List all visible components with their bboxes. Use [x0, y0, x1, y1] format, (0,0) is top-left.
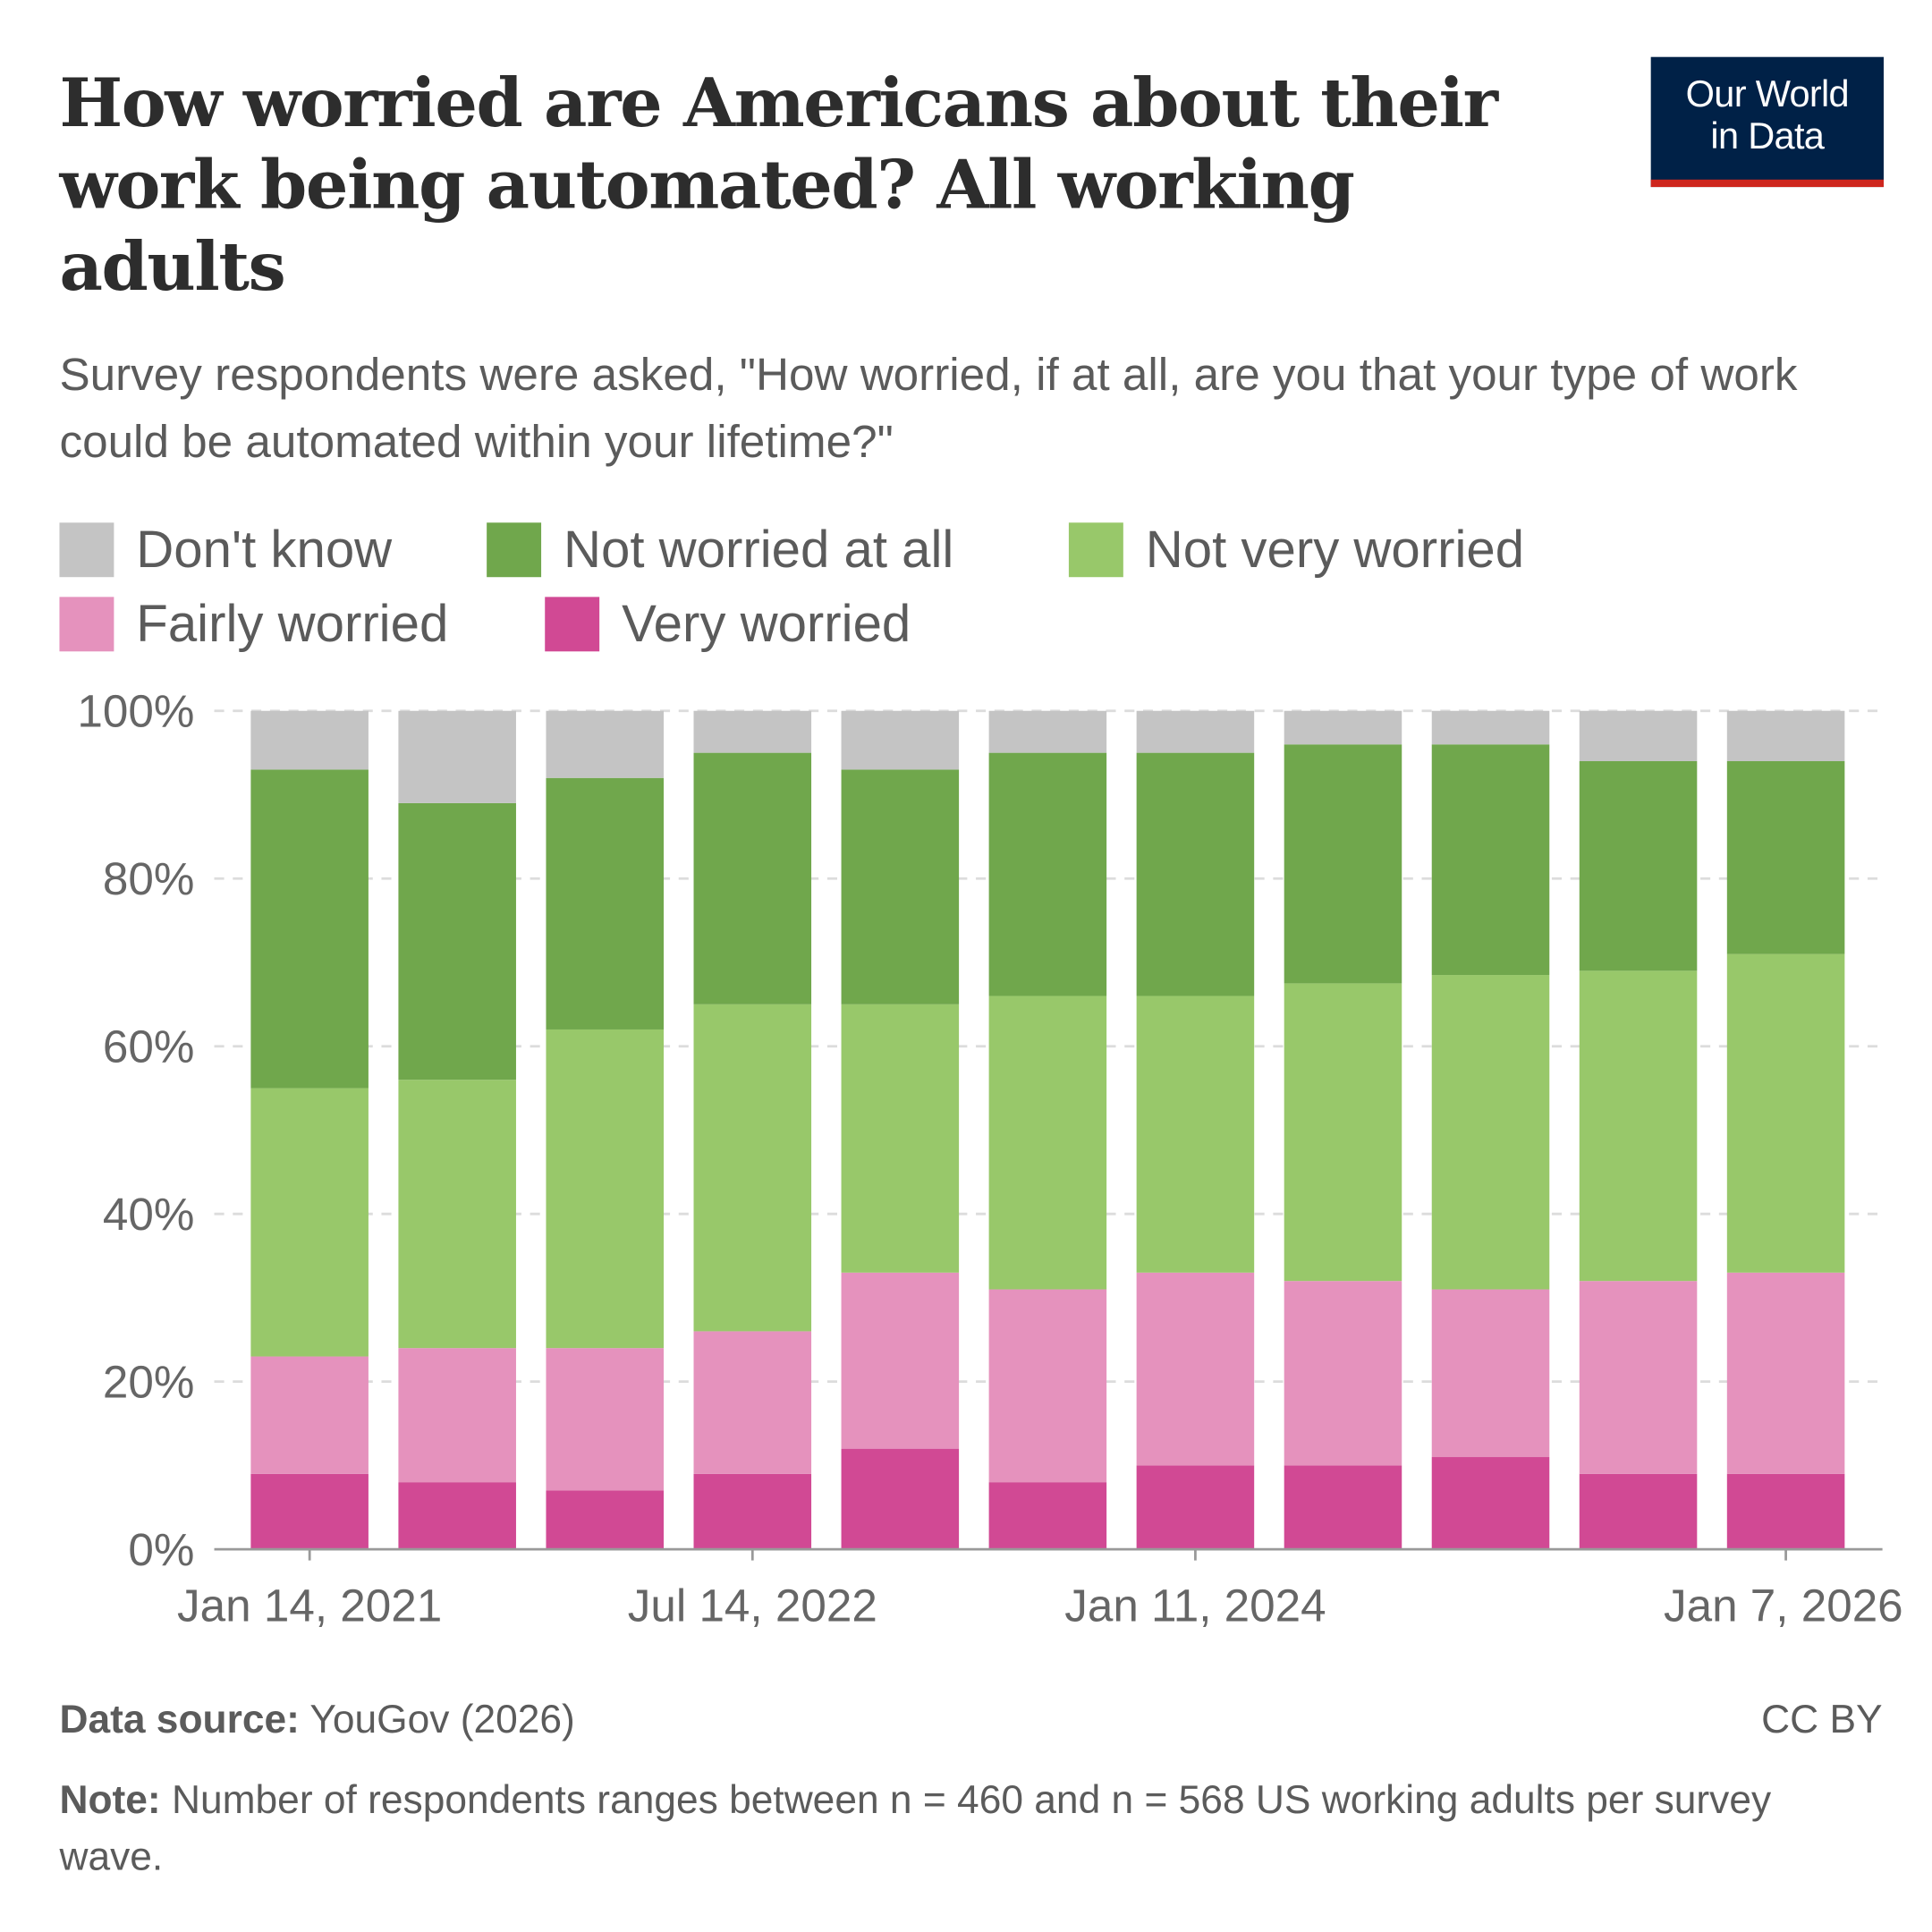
bar-segment-not-very-worried: [1136, 996, 1255, 1273]
bar-segment-don-t-know: [693, 710, 812, 753]
bar-segment-not-worried-at-all: [988, 752, 1107, 996]
bar-segment-not-worried-at-all: [1284, 744, 1402, 984]
bar-segment-not-very-worried: [693, 1004, 812, 1332]
bar-segment-fairly-worried: [1579, 1281, 1698, 1474]
bar-segment-not-worried-at-all: [398, 802, 516, 1080]
chart-title: How worried are Americans about their wo…: [59, 63, 1498, 306]
bar-segment-don-t-know: [546, 710, 665, 778]
bar-segment-not-very-worried: [1431, 975, 1550, 1290]
legend-item[interactable]: Don't know: [59, 521, 392, 580]
bar-segment-not-worried-at-all: [1726, 761, 1845, 954]
bar-segment-very-worried: [841, 1448, 960, 1550]
x-tick-label: Jan 7, 2026: [1664, 1580, 1903, 1631]
bar-segment-don-t-know: [1284, 710, 1402, 745]
y-tick-label: 20%: [103, 1357, 195, 1408]
bar-segment-very-worried: [1136, 1465, 1255, 1550]
owid-logo[interactable]: Our World in Data: [1650, 56, 1884, 188]
bar-segment-not-very-worried: [398, 1080, 516, 1349]
bar-segment-fairly-worried: [546, 1348, 665, 1491]
note-label: Note:: [59, 1776, 161, 1822]
chart-subtitle: Survey respondents were asked, "How worr…: [59, 349, 1798, 467]
legend-item[interactable]: Fairly worried: [59, 595, 448, 654]
legend-item[interactable]: Very worried: [545, 595, 911, 654]
bar-segment-not-very-worried: [546, 1029, 665, 1349]
note: Note: Number of respondents ranges betwe…: [59, 1771, 1843, 1885]
legend-label: Fairly worried: [136, 594, 449, 653]
source-text[interactable]: YouGov (2026): [309, 1696, 575, 1741]
bar-segment-very-worried: [250, 1473, 369, 1550]
data-source: Data source: YouGov (2026): [59, 1697, 574, 1742]
note-text: Number of respondents ranges between n =…: [59, 1776, 1772, 1879]
legend-label: Very worried: [622, 594, 911, 653]
bar-segment-not-worried-at-all: [693, 752, 812, 1004]
x-tick-label: Jan 14, 2021: [177, 1580, 442, 1631]
bar-segment-not-very-worried: [1726, 953, 1845, 1273]
bar-segment-fairly-worried: [1431, 1289, 1550, 1458]
bar-segment-not-very-worried: [1579, 970, 1698, 1282]
legend-swatch: [59, 522, 114, 578]
bar-segment-don-t-know: [1726, 710, 1845, 762]
logo-line-1: Our World: [1685, 74, 1850, 115]
bar-segment-fairly-worried: [398, 1348, 516, 1483]
bar-segment-not-very-worried: [250, 1088, 369, 1357]
bar-segment-fairly-worried: [1284, 1281, 1402, 1466]
bar-segment-not-worried-at-all: [1136, 752, 1255, 996]
legend-label: Don't know: [136, 520, 393, 579]
bar-segment-fairly-worried: [988, 1289, 1107, 1483]
y-tick-label: 0%: [128, 1524, 194, 1575]
x-tick-label: Jul 14, 2022: [628, 1580, 877, 1631]
bar-segment-very-worried: [1284, 1465, 1402, 1550]
bar-segment-fairly-worried: [250, 1356, 369, 1474]
x-tick-label: Jan 11, 2024: [1064, 1580, 1326, 1631]
bar-segment-very-worried: [693, 1473, 812, 1550]
bar-segment-not-worried-at-all: [841, 769, 960, 1004]
y-tick-label: 100%: [77, 686, 194, 737]
bar-segment-don-t-know: [988, 710, 1107, 753]
bar-segment-very-worried: [988, 1482, 1107, 1550]
y-tick-label: 60%: [103, 1021, 195, 1072]
bar-segment-don-t-know: [1136, 710, 1255, 753]
bar-segment-very-worried: [1726, 1473, 1845, 1550]
bar-segment-don-t-know: [1431, 710, 1550, 745]
bar-segment-fairly-worried: [1136, 1272, 1255, 1466]
legend-swatch: [59, 597, 114, 652]
bar-segment-very-worried: [1579, 1473, 1698, 1550]
legend-swatch: [487, 522, 542, 578]
bar-segment-fairly-worried: [693, 1331, 812, 1474]
legend-swatch: [545, 597, 600, 652]
bar-segment-not-worried-at-all: [1579, 761, 1698, 971]
logo-line-2: in Data: [1710, 116, 1825, 157]
bar-segment-not-worried-at-all: [1431, 744, 1550, 976]
bar-segment-not-worried-at-all: [546, 777, 665, 1030]
bar-segment-don-t-know: [841, 710, 960, 770]
y-tick-label: 80%: [103, 853, 195, 904]
y-tick-label: 40%: [103, 1189, 195, 1240]
bar-segment-don-t-know: [1579, 710, 1698, 762]
source-label: Data source:: [59, 1696, 300, 1741]
legend-label: Not worried at all: [563, 520, 954, 579]
legend-item[interactable]: Not worried at all: [487, 521, 953, 580]
bar-segment-not-very-worried: [1284, 983, 1402, 1282]
bar-segment-not-worried-at-all: [250, 769, 369, 1089]
bar-segment-not-very-worried: [841, 1004, 960, 1273]
bar-segment-very-worried: [546, 1490, 665, 1550]
license[interactable]: CC BY: [1761, 1696, 1883, 1741]
bar-segment-very-worried: [1431, 1457, 1550, 1550]
bar-segment-don-t-know: [250, 710, 369, 770]
bar-segment-fairly-worried: [841, 1272, 960, 1449]
legend-label: Not very worried: [1145, 520, 1525, 579]
legend-item[interactable]: Not very worried: [1068, 520, 1525, 580]
bar-segment-very-worried: [398, 1482, 516, 1550]
bar-segment-fairly-worried: [1726, 1272, 1845, 1474]
bar-segment-don-t-know: [398, 710, 516, 803]
stacked-bar-chart: 0% 20% 40% 60% 80% 100% Jan 14, 2021 Jul 14, 20…: [77, 686, 1903, 1631]
legend-swatch: [1068, 522, 1123, 578]
bar-segment-not-very-worried: [988, 996, 1107, 1290]
